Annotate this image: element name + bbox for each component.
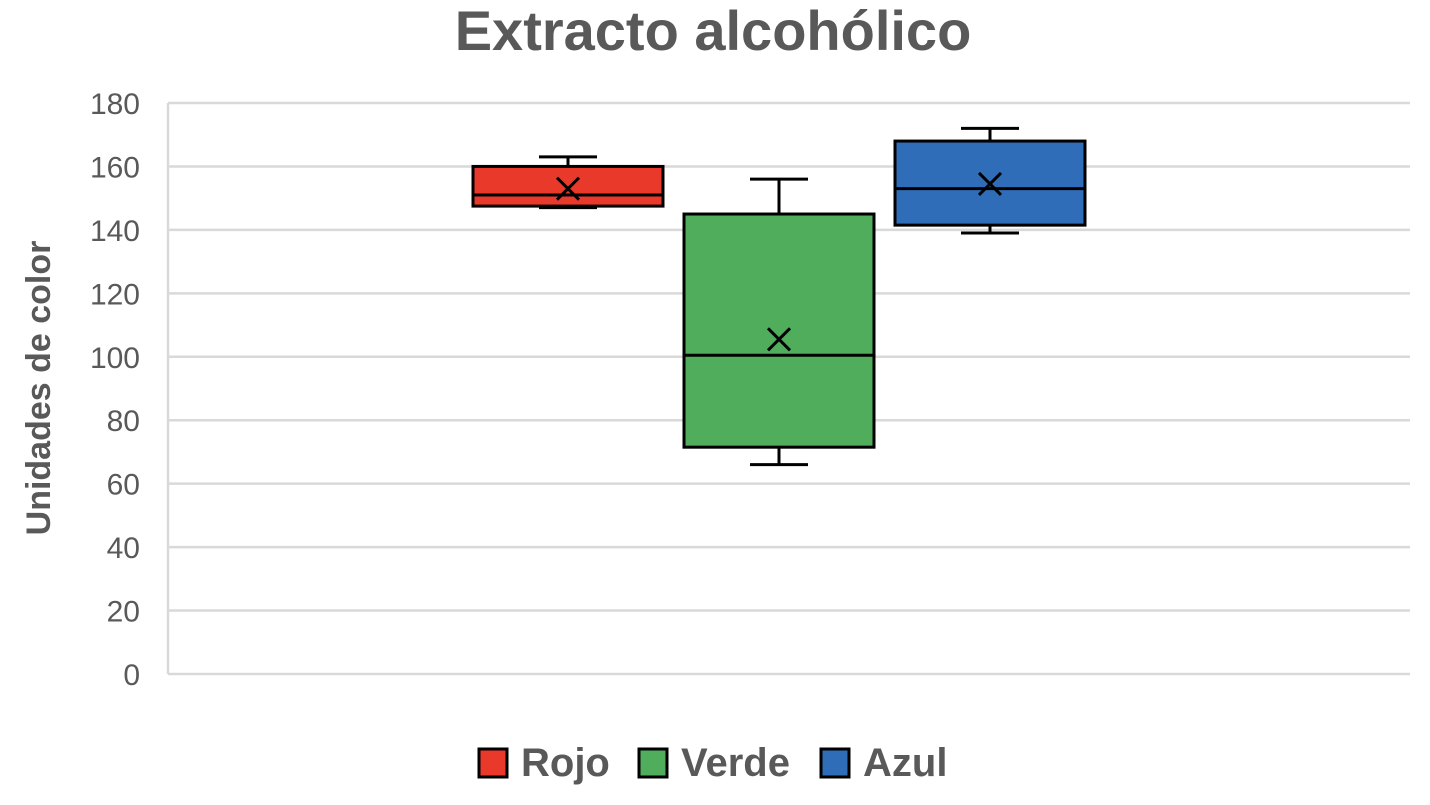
- y-tick-label: 100: [90, 342, 140, 375]
- box-azul: [893, 126, 1087, 235]
- mean-marker: [555, 176, 581, 201]
- legend-swatch: [477, 747, 509, 779]
- mean-marker: [977, 171, 1003, 196]
- mean-marker: [766, 327, 792, 352]
- y-tick-label: 20: [107, 596, 140, 629]
- legend-label: Verde: [681, 741, 790, 785]
- legend-swatch: [637, 747, 669, 779]
- legend-swatch: [819, 747, 851, 779]
- y-tick-label: 120: [90, 278, 140, 311]
- y-tick-label: 140: [90, 215, 140, 248]
- y-tick-label: 160: [90, 151, 140, 184]
- y-tick-label: 180: [90, 88, 140, 121]
- y-tick-label: 40: [107, 532, 140, 565]
- y-tick-label: 80: [107, 405, 140, 438]
- legend-label: Rojo: [521, 741, 610, 785]
- box-verde: [682, 177, 876, 467]
- legend-item-verde: Verde: [637, 741, 790, 785]
- legend-item-rojo: Rojo: [477, 741, 610, 785]
- y-tick-label: 60: [107, 469, 140, 502]
- box: [682, 212, 876, 449]
- box-series: [471, 126, 1087, 467]
- legend-label: Azul: [863, 741, 947, 785]
- y-axis-label: Unidades de color: [20, 241, 58, 536]
- chart-title: Extracto alcohólico: [455, 0, 972, 62]
- y-axis-ticks: 0 20 40 60 80 100 120 140 160 180: [90, 88, 140, 692]
- legend-item-azul: Azul: [819, 741, 947, 785]
- y-tick-label: 0: [123, 659, 140, 692]
- box-rojo: [471, 155, 665, 210]
- legend: Rojo Verde Azul: [477, 741, 947, 785]
- box: [471, 164, 665, 208]
